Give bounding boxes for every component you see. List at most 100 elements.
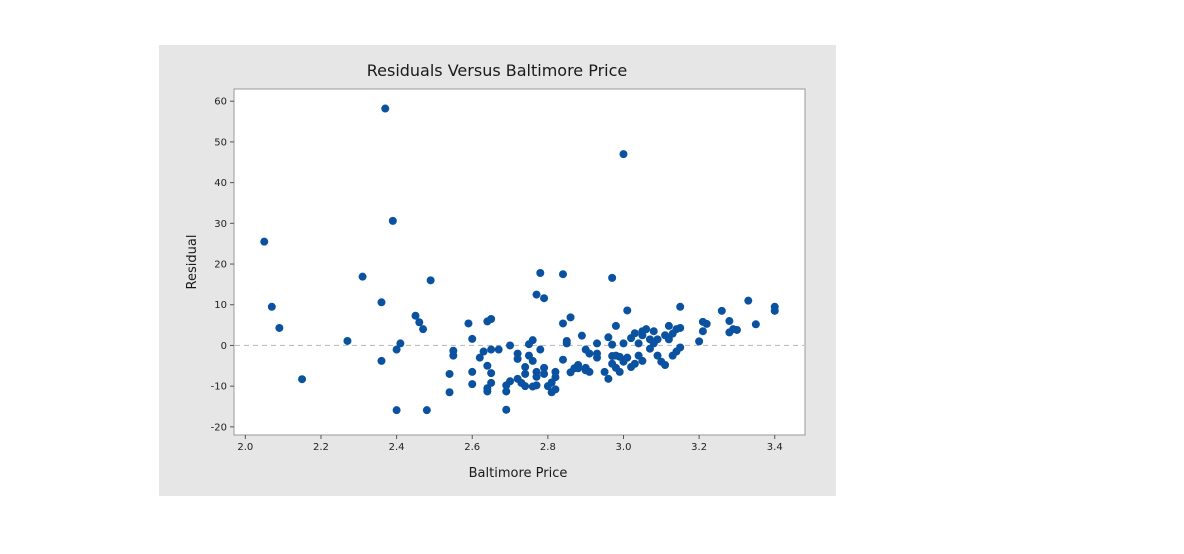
data-point <box>377 298 386 307</box>
data-point <box>343 336 352 345</box>
data-point <box>275 323 284 332</box>
data-point <box>419 325 428 334</box>
y-axis-label: Residual <box>185 235 200 290</box>
data-point <box>483 387 492 396</box>
data-point <box>642 325 651 334</box>
chart-panel: Residuals Versus Baltimore Price 60 50 40 3… <box>159 45 836 496</box>
y-tick-label: 20 <box>214 260 227 271</box>
data-point <box>445 369 454 378</box>
data-point <box>725 317 734 326</box>
x-tick-label: 3.0 <box>616 442 632 453</box>
data-point <box>532 381 541 390</box>
data-point <box>698 327 707 336</box>
x-tick-label: 3.2 <box>691 442 707 453</box>
data-point <box>623 353 632 362</box>
data-point <box>532 372 541 381</box>
data-point <box>577 331 586 340</box>
data-point <box>732 325 741 334</box>
data-point <box>540 369 549 378</box>
data-point <box>487 314 496 323</box>
chart-title: Residuals Versus Baltimore Price <box>367 61 628 80</box>
data-point <box>445 388 454 397</box>
data-point <box>532 290 541 299</box>
data-point <box>630 329 639 338</box>
data-point <box>502 405 511 414</box>
data-point <box>521 369 530 378</box>
data-point <box>479 347 488 356</box>
data-point <box>502 387 511 396</box>
data-point <box>392 345 401 354</box>
x-tick-label: 2.2 <box>313 442 329 453</box>
data-point <box>551 385 560 394</box>
data-point <box>536 268 545 277</box>
data-point <box>702 319 711 328</box>
data-point <box>528 356 537 365</box>
x-tick-label: 2.0 <box>237 442 253 453</box>
x-axis: 2.0 2.2 2.4 2.6 2.8 3.0 3.2 3.4 <box>237 435 783 453</box>
y-tick-label: 10 <box>214 300 227 311</box>
data-point <box>608 340 617 349</box>
data-point <box>611 321 620 330</box>
data-point <box>695 337 704 346</box>
data-point <box>593 339 602 348</box>
data-point <box>661 360 670 369</box>
data-point <box>664 321 673 330</box>
data-point <box>536 345 545 354</box>
data-point <box>422 406 431 415</box>
data-point <box>751 320 760 329</box>
y-tick-label: 50 <box>214 137 227 148</box>
data-point <box>494 345 503 354</box>
x-tick-label: 2.8 <box>540 442 556 453</box>
data-point <box>506 377 515 386</box>
data-point <box>513 354 522 363</box>
data-point <box>521 382 530 391</box>
data-point <box>604 374 613 383</box>
data-point <box>521 363 530 372</box>
data-point <box>468 367 477 376</box>
data-point <box>638 356 647 365</box>
data-point <box>506 341 515 350</box>
data-point <box>540 363 549 372</box>
data-point <box>449 351 458 360</box>
data-point <box>392 406 401 415</box>
data-point <box>528 336 537 345</box>
data-point <box>468 334 477 343</box>
data-point <box>600 367 609 376</box>
x-tick-label: 2.4 <box>389 442 405 453</box>
data-point <box>608 273 617 282</box>
data-point <box>260 237 269 246</box>
data-point <box>585 349 594 358</box>
data-point <box>483 361 492 370</box>
data-point <box>676 323 685 332</box>
data-point <box>619 150 628 159</box>
data-point <box>464 319 473 328</box>
y-tick-label: -20 <box>211 422 227 433</box>
data-point <box>381 104 390 113</box>
data-point <box>653 351 662 360</box>
data-point <box>426 276 435 285</box>
data-point <box>551 373 560 382</box>
data-point <box>487 369 496 378</box>
data-point <box>619 339 628 348</box>
data-point <box>717 306 726 315</box>
data-point <box>653 335 662 344</box>
data-point <box>770 306 779 315</box>
data-point <box>267 302 276 311</box>
data-point <box>487 378 496 387</box>
data-points <box>260 104 779 415</box>
data-point <box>574 360 583 369</box>
data-point <box>638 331 647 340</box>
data-point <box>623 306 632 315</box>
data-point <box>593 353 602 362</box>
data-point <box>630 359 639 368</box>
data-point <box>558 270 567 279</box>
data-point <box>298 375 307 384</box>
data-point <box>604 333 613 342</box>
data-point <box>634 339 643 348</box>
data-point <box>676 343 685 352</box>
data-point <box>487 345 496 354</box>
data-point <box>615 367 624 376</box>
x-tick-label: 3.4 <box>767 442 783 453</box>
data-point <box>411 311 420 320</box>
data-point <box>558 319 567 328</box>
